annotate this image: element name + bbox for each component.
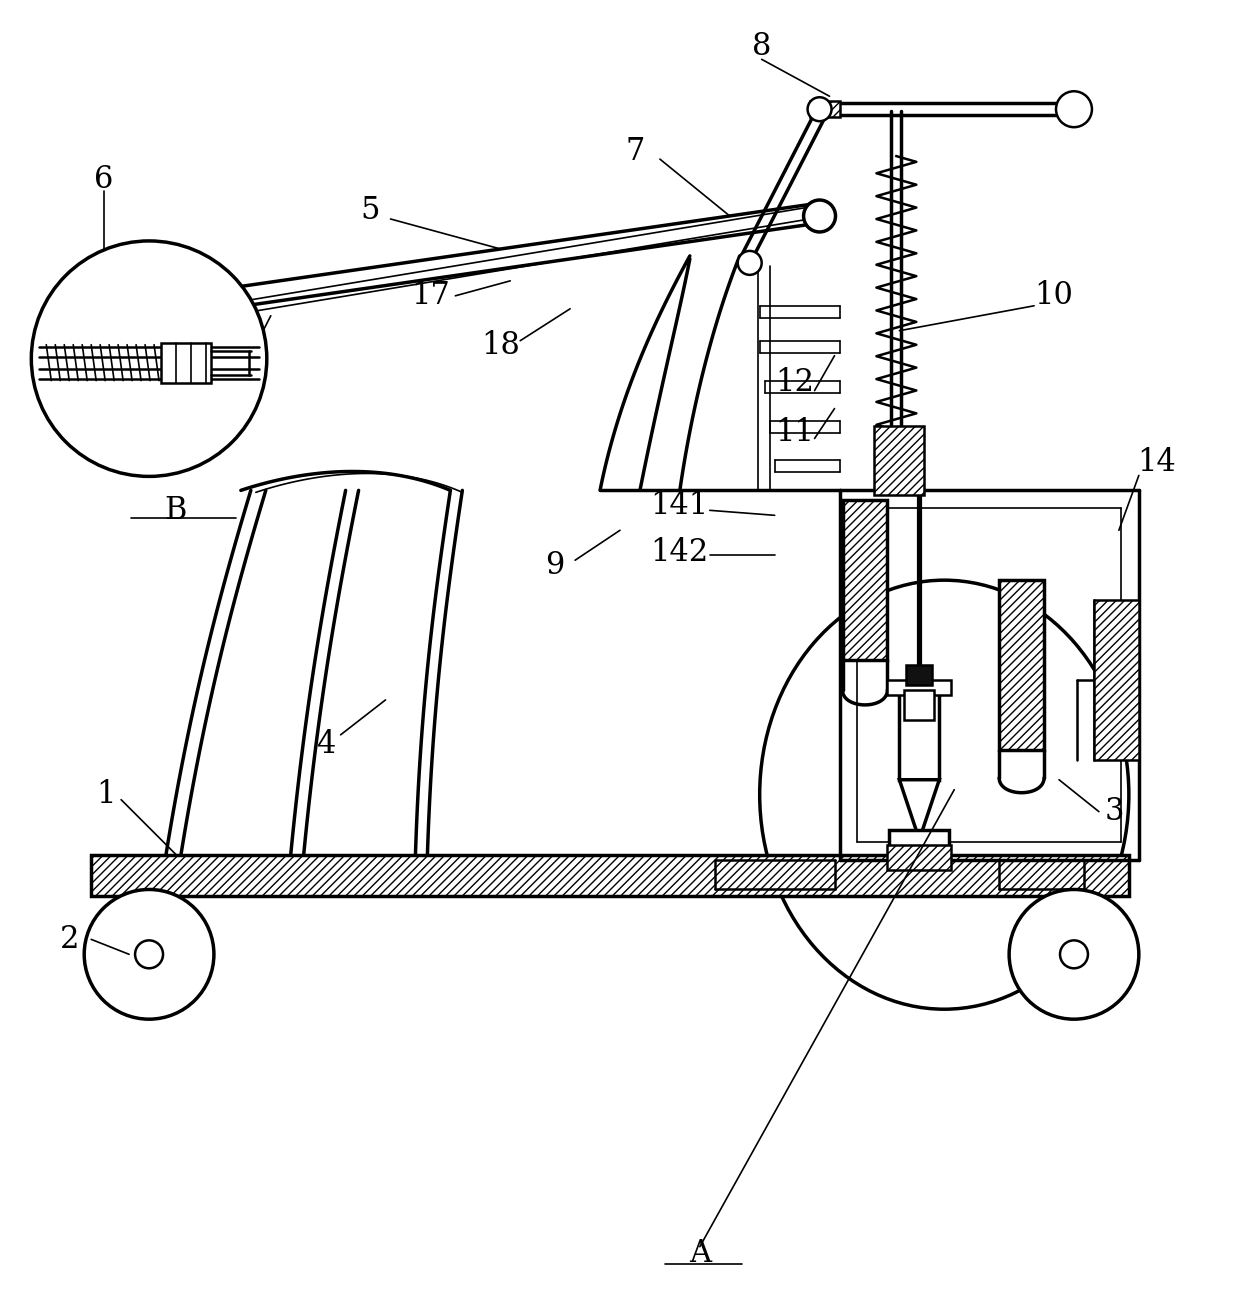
Polygon shape: [906, 665, 932, 684]
Circle shape: [1009, 889, 1138, 1019]
Text: 141: 141: [651, 490, 709, 520]
Text: 18: 18: [481, 330, 520, 362]
Circle shape: [31, 241, 267, 476]
Text: 14: 14: [1137, 447, 1177, 479]
Circle shape: [135, 940, 162, 969]
Polygon shape: [899, 690, 939, 780]
Polygon shape: [92, 855, 1128, 897]
Text: B: B: [165, 494, 187, 526]
Text: 10: 10: [1034, 281, 1074, 311]
Polygon shape: [810, 101, 839, 117]
Text: 4: 4: [316, 729, 335, 760]
Circle shape: [804, 201, 836, 232]
Text: 8: 8: [751, 31, 771, 62]
Text: 1: 1: [97, 779, 115, 810]
Polygon shape: [874, 426, 924, 496]
Text: 11: 11: [775, 417, 815, 448]
Polygon shape: [999, 581, 1044, 750]
Circle shape: [1060, 940, 1087, 969]
Polygon shape: [842, 501, 888, 659]
Circle shape: [1056, 92, 1092, 127]
Text: 12: 12: [775, 367, 815, 399]
Circle shape: [84, 889, 215, 1019]
Polygon shape: [889, 830, 950, 860]
Text: 9: 9: [546, 549, 564, 581]
Text: 17: 17: [410, 281, 450, 311]
Text: 2: 2: [60, 924, 79, 954]
Polygon shape: [888, 844, 951, 869]
Text: A: A: [688, 1238, 711, 1269]
Circle shape: [738, 250, 761, 275]
Circle shape: [807, 97, 832, 121]
Text: 6: 6: [94, 164, 114, 194]
Text: 142: 142: [651, 536, 709, 568]
Polygon shape: [904, 690, 934, 720]
Polygon shape: [161, 342, 211, 383]
Text: 5: 5: [361, 195, 381, 227]
Polygon shape: [133, 299, 153, 323]
Polygon shape: [899, 780, 939, 839]
Polygon shape: [1094, 600, 1138, 760]
Polygon shape: [888, 680, 951, 695]
Text: 3: 3: [1104, 796, 1123, 827]
Text: 7: 7: [625, 135, 645, 166]
